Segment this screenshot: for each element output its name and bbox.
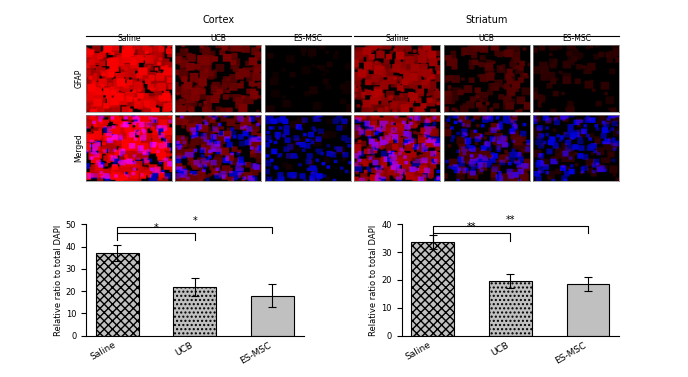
Text: *: *: [153, 222, 158, 233]
Text: Striatum: Striatum: [466, 14, 508, 25]
Text: UCB: UCB: [479, 34, 495, 43]
Text: Cortex: Cortex: [202, 14, 235, 25]
Text: **: **: [506, 215, 515, 225]
Bar: [173, 287, 216, 336]
Text: ES-MSC: ES-MSC: [562, 34, 590, 43]
Text: UCB: UCB: [211, 34, 226, 43]
Text: Saline: Saline: [385, 34, 409, 43]
Bar: [251, 296, 294, 336]
Bar: [96, 253, 138, 336]
Text: ES-MSC: ES-MSC: [294, 34, 322, 43]
Y-axis label: Relative ratio to total DAPI: Relative ratio to total DAPI: [369, 224, 378, 336]
Y-axis label: Relative ratio to total DAPI: Relative ratio to total DAPI: [54, 224, 63, 336]
Bar: [489, 281, 532, 336]
Bar: [411, 242, 454, 336]
Bar: [567, 284, 610, 336]
Text: Saline: Saline: [117, 34, 141, 43]
Y-axis label: GFAP: GFAP: [74, 69, 83, 88]
Y-axis label: Merged: Merged: [74, 133, 83, 162]
Text: *: *: [193, 216, 197, 226]
Text: **: **: [467, 222, 476, 232]
